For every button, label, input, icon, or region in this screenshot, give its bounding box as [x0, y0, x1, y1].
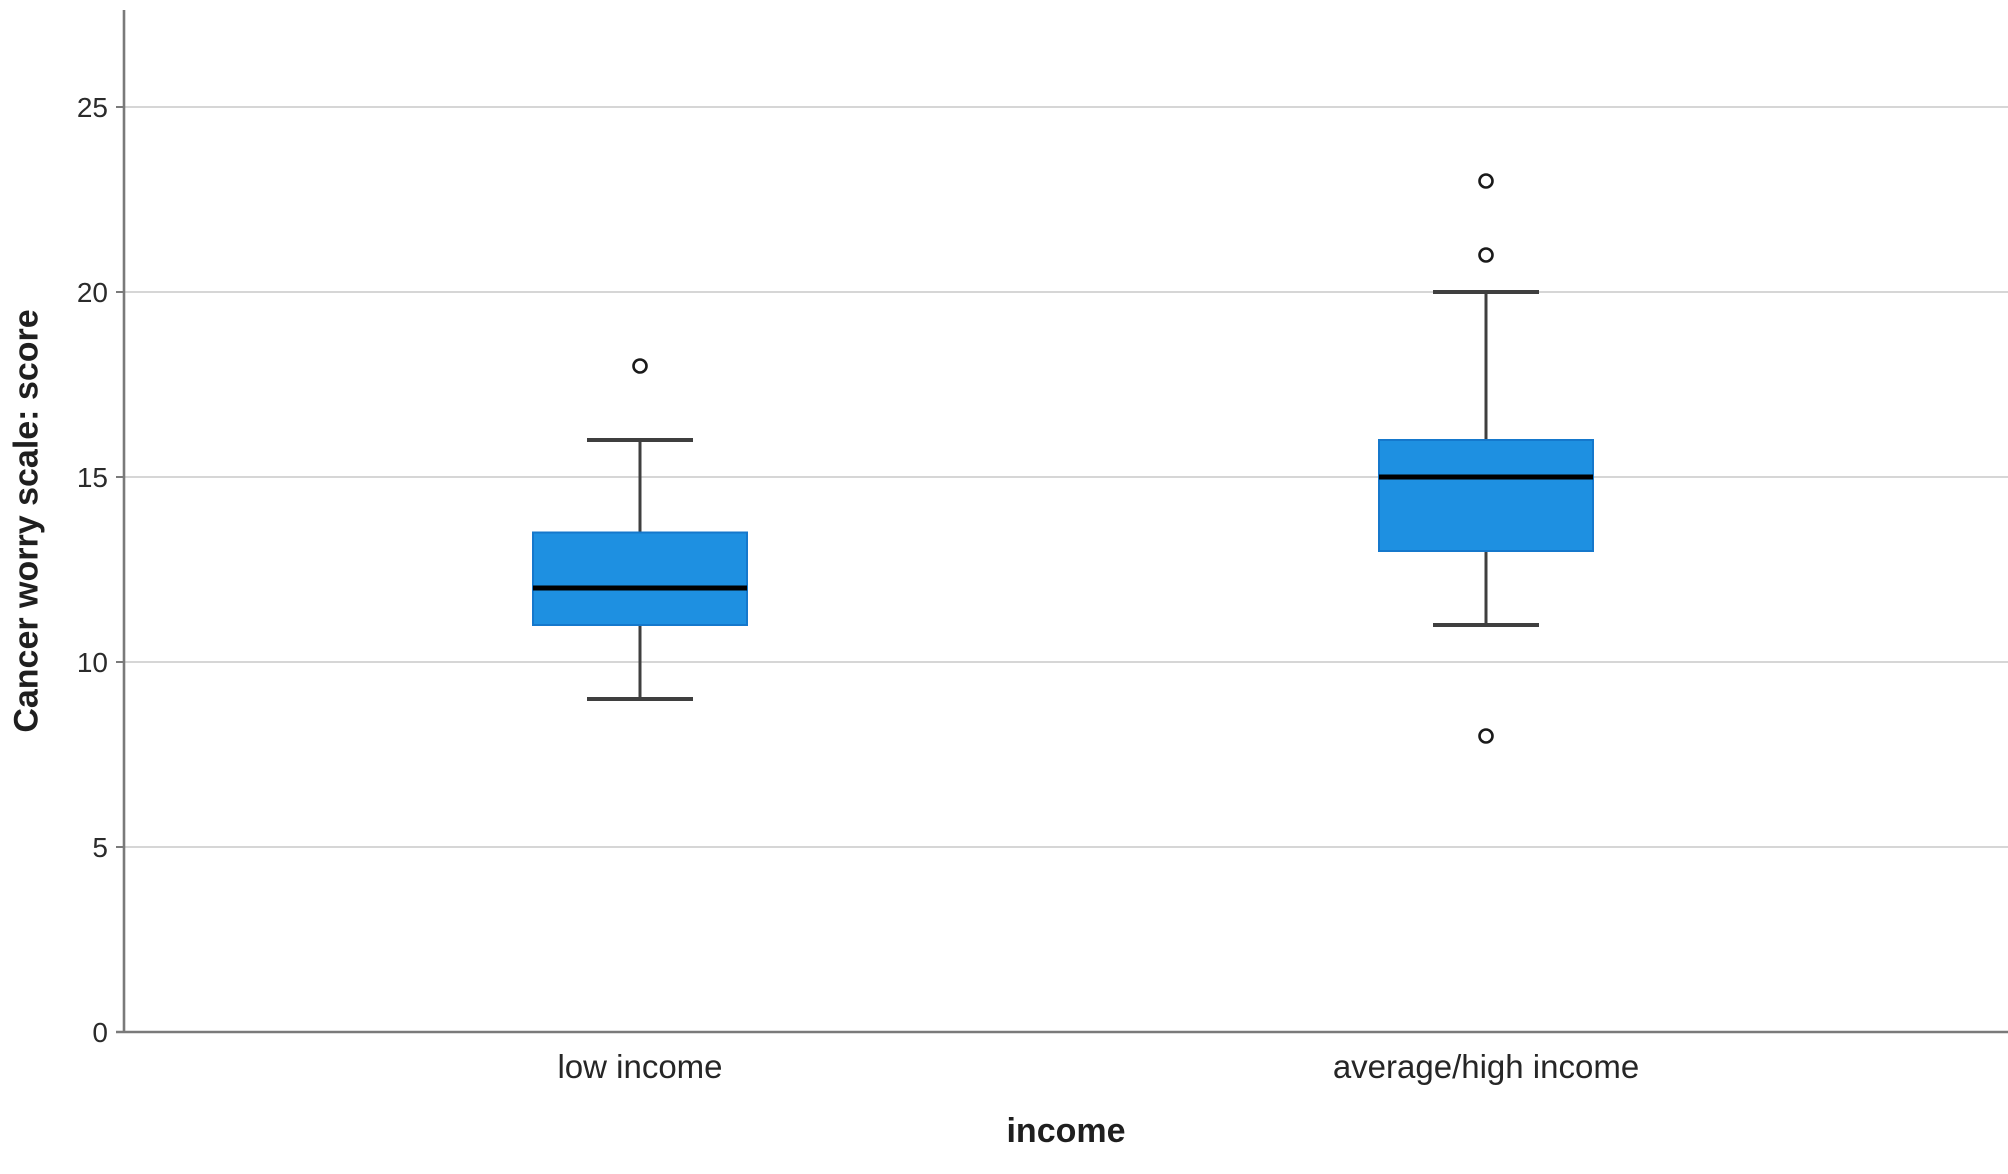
y-tick-label: 10 [77, 647, 108, 678]
iqr-box [532, 531, 748, 626]
y-tick-label: 0 [92, 1017, 108, 1048]
outlier-point [1478, 247, 1494, 263]
y-tick-label: 20 [77, 277, 108, 308]
outlier-point [632, 358, 648, 374]
category-label: average/high income [1332, 1048, 1640, 1085]
x-axis-title: income [1006, 1112, 1126, 1150]
outlier-point [1478, 728, 1494, 744]
y-tick-label: 5 [92, 832, 108, 863]
y-tick-label: 25 [77, 92, 108, 123]
category-label: low income [557, 1048, 723, 1085]
y-axis-title: Cancer worry scale: score [7, 309, 46, 733]
iqr-box [1378, 439, 1594, 552]
y-tick-label: 15 [77, 462, 108, 493]
outlier-point [1478, 173, 1494, 189]
